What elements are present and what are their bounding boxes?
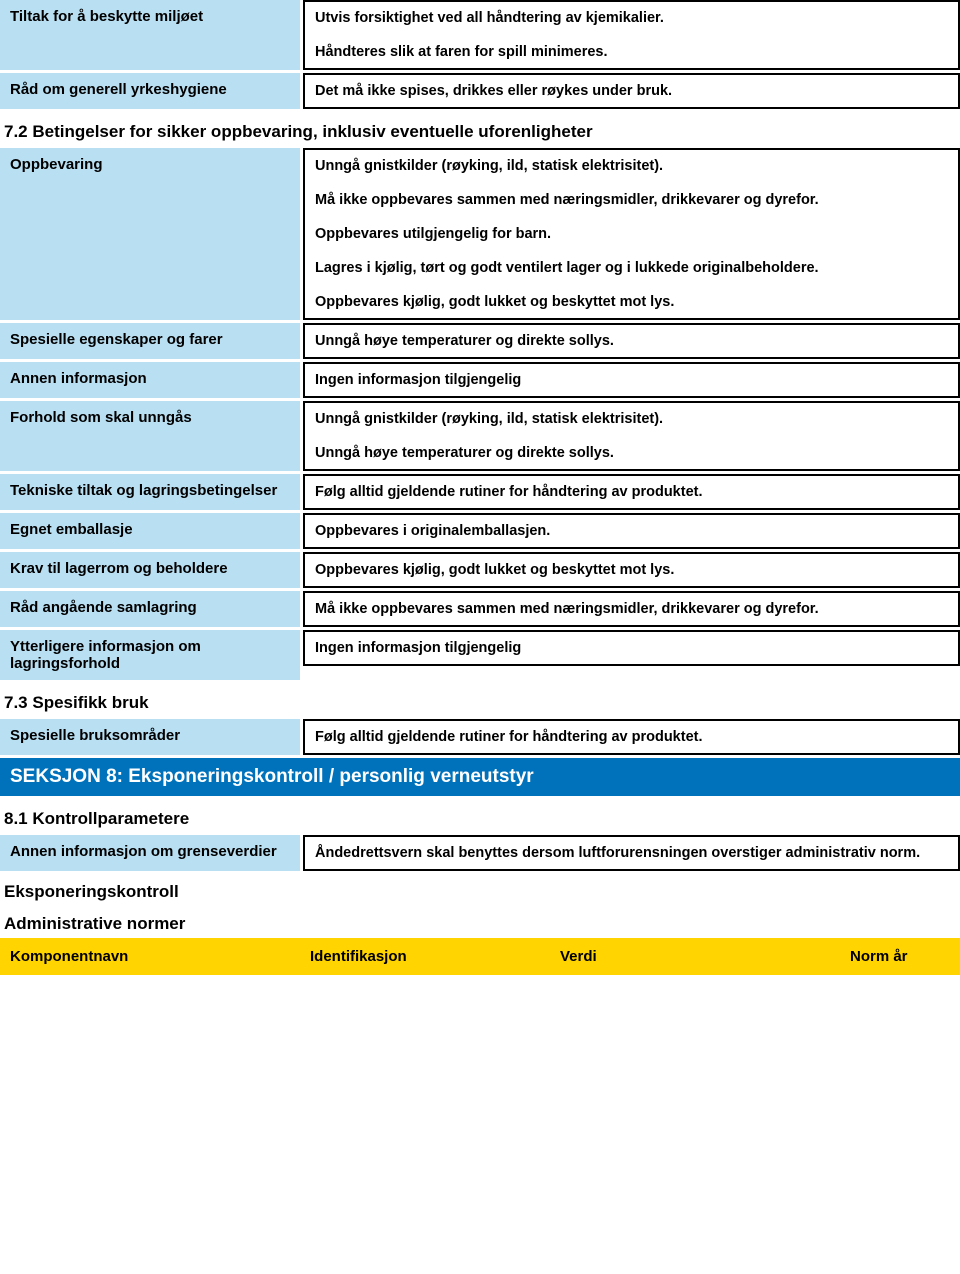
label-storage: Oppbevaring (0, 148, 300, 320)
storage-line-1: Unngå gnistkilder (røyking, ild, statisk… (315, 158, 948, 174)
avoid-line-2: Unngå høye temperaturer og direkte solly… (315, 445, 948, 461)
row-special-uses: Spesielle bruksområder Følg alltid gjeld… (0, 719, 960, 755)
label-other-info: Annen informasjon (0, 362, 300, 398)
label-special-properties: Spesielle egenskaper og farer (0, 323, 300, 359)
th-norm-year: Norm år (840, 938, 960, 975)
value-suitable-packaging: Oppbevares i originalemballasjen. (303, 513, 960, 549)
heading-7-2: 7.2 Betingelser for sikker oppbevaring, … (0, 112, 960, 148)
row-conditions-avoid: Forhold som skal unngås Unngå gnistkilde… (0, 401, 960, 471)
storage-line-5: Oppbevares kjølig, godt lukket og beskyt… (315, 294, 948, 310)
value-env-measures: Utvis forsiktighet ved all håndtering av… (303, 0, 960, 70)
values-storage: Unngå gnistkilder (røyking, ild, statisk… (303, 148, 960, 320)
label-suitable-packaging: Egnet emballasje (0, 513, 300, 549)
values-special-properties: Unngå høye temperaturer og direkte solly… (303, 323, 960, 359)
row-general-hygiene: Råd om generell yrkeshygiene Det må ikke… (0, 73, 960, 109)
values-storage-room-req: Oppbevares kjølig, godt lukket og beskyt… (303, 552, 960, 588)
row-suitable-packaging: Egnet emballasje Oppbevares i originalem… (0, 513, 960, 549)
storage-line-2: Må ikke oppbevares sammen med næringsmid… (315, 192, 948, 208)
section-8-header: SEKSJON 8: Eksponeringskontroll / person… (0, 758, 960, 796)
label-env-measures: Tiltak for å beskytte miljøet (0, 0, 300, 70)
row-env-measures: Tiltak for å beskytte miljøet Utvis fors… (0, 0, 960, 70)
label-technical-measures: Tekniske tiltak og lagringsbetingelser (0, 474, 300, 510)
value-technical-measures: Følg alltid gjeldende rutiner for håndte… (303, 474, 960, 510)
value-further-storage: Ingen informasjon tilgjengelig (303, 630, 960, 666)
values-env-measures: Utvis forsiktighet ved all håndtering av… (303, 0, 960, 70)
values-general-hygiene: Det må ikke spises, drikkes eller røykes… (303, 73, 960, 109)
row-storage-room-req: Krav til lagerrom og beholdere Oppbevare… (0, 552, 960, 588)
th-value: Verdi (550, 938, 840, 975)
label-storage-room-req: Krav til lagerrom og beholdere (0, 552, 300, 588)
env-line-1: Utvis forsiktighet ved all håndtering av… (315, 10, 948, 26)
value-special-uses: Følg alltid gjeldende rutiner for håndte… (303, 719, 960, 755)
values-suitable-packaging: Oppbevares i originalemballasjen. (303, 513, 960, 549)
heading-admin-norms: Administrative normer (0, 906, 960, 938)
value-storage-room-req: Oppbevares kjølig, godt lukket og beskyt… (303, 552, 960, 588)
row-storage: Oppbevaring Unngå gnistkilder (røyking, … (0, 148, 960, 320)
heading-8-1: 8.1 Kontrollparametere (0, 799, 960, 835)
value-special-properties: Unngå høye temperaturer og direkte solly… (303, 323, 960, 359)
label-limit-info: Annen informasjon om grenseverdier (0, 835, 300, 871)
row-co-storage: Råd angående samlagring Må ikke oppbevar… (0, 591, 960, 627)
avoid-line-1: Unngå gnistkilder (røyking, ild, statisk… (315, 411, 948, 427)
th-component-name: Komponentnavn (0, 938, 300, 975)
env-line-2: Håndteres slik at faren for spill minime… (315, 44, 948, 60)
row-other-info: Annen informasjon Ingen informasjon tilg… (0, 362, 960, 398)
value-limit-info: Åndedrettsvern skal benyttes dersom luft… (303, 835, 960, 871)
row-further-storage: Ytterligere informasjon om lagringsforho… (0, 630, 960, 680)
values-limit-info: Åndedrettsvern skal benyttes dersom luft… (303, 835, 960, 871)
values-conditions-avoid: Unngå gnistkilder (røyking, ild, statisk… (303, 401, 960, 471)
value-other-info: Ingen informasjon tilgjengelig (303, 362, 960, 398)
label-further-storage: Ytterligere informasjon om lagringsforho… (0, 630, 300, 680)
storage-line-4: Lagres i kjølig, tørt og godt ventilert … (315, 260, 948, 276)
values-special-uses: Følg alltid gjeldende rutiner for håndte… (303, 719, 960, 755)
value-conditions-avoid: Unngå gnistkilder (røyking, ild, statisk… (303, 401, 960, 471)
storage-line-3: Oppbevares utilgjengelig for barn. (315, 226, 948, 242)
values-other-info: Ingen informasjon tilgjengelig (303, 362, 960, 398)
heading-exposure-control: Eksponeringskontroll (0, 874, 960, 906)
row-technical-measures: Tekniske tiltak og lagringsbetingelser F… (0, 474, 960, 510)
label-general-hygiene: Råd om generell yrkeshygiene (0, 73, 300, 109)
value-storage: Unngå gnistkilder (røyking, ild, statisk… (303, 148, 960, 320)
row-limit-info: Annen informasjon om grenseverdier Ånded… (0, 835, 960, 871)
norms-table-header: Komponentnavn Identifikasjon Verdi Norm … (0, 938, 960, 975)
value-co-storage: Må ikke oppbevares sammen med næringsmid… (303, 591, 960, 627)
th-identification: Identifikasjon (300, 938, 550, 975)
label-co-storage: Råd angående samlagring (0, 591, 300, 627)
sds-page: Tiltak for å beskytte miljøet Utvis fors… (0, 0, 960, 975)
heading-7-3: 7.3 Spesifikk bruk (0, 683, 960, 719)
value-general-hygiene: Det må ikke spises, drikkes eller røykes… (303, 73, 960, 109)
label-special-uses: Spesielle bruksområder (0, 719, 300, 755)
values-co-storage: Må ikke oppbevares sammen med næringsmid… (303, 591, 960, 627)
values-further-storage: Ingen informasjon tilgjengelig (303, 630, 960, 680)
values-technical-measures: Følg alltid gjeldende rutiner for håndte… (303, 474, 960, 510)
label-conditions-avoid: Forhold som skal unngås (0, 401, 300, 471)
row-special-properties: Spesielle egenskaper og farer Unngå høye… (0, 323, 960, 359)
